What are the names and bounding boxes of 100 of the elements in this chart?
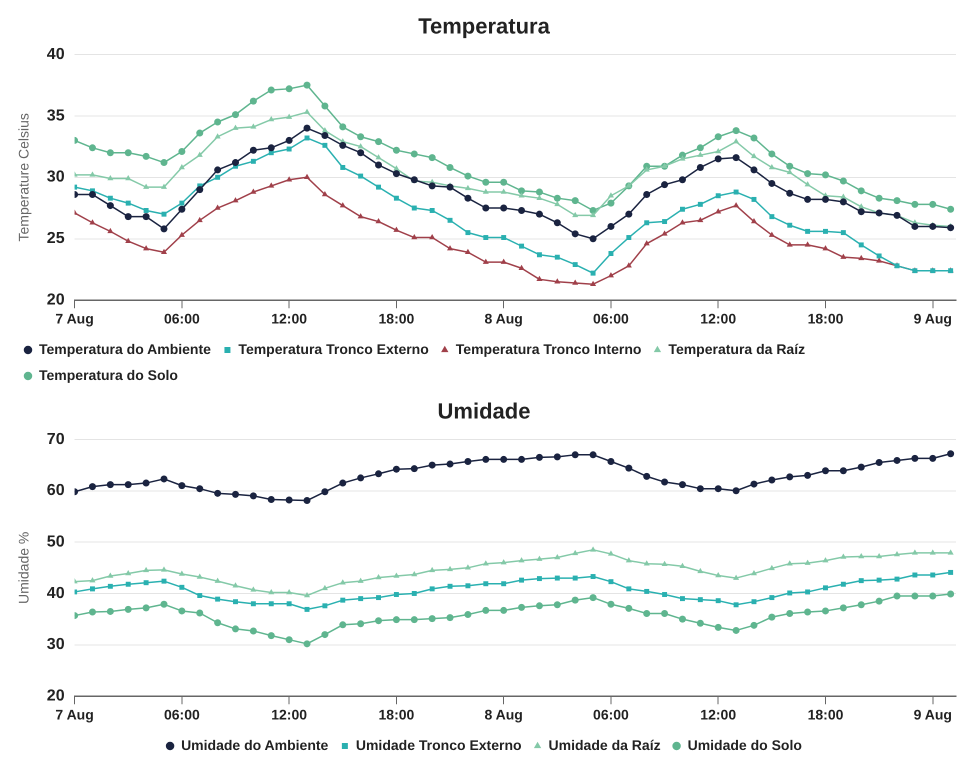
point <box>375 162 382 169</box>
point <box>644 166 650 172</box>
x-tick-label: 7 Aug <box>55 706 94 722</box>
point <box>286 601 292 606</box>
point <box>160 566 168 572</box>
point <box>644 560 650 566</box>
point <box>125 570 132 576</box>
y-tick-label: 20 <box>46 292 65 309</box>
point <box>876 578 882 583</box>
point <box>357 620 364 628</box>
point <box>678 176 686 184</box>
legend-label: Temperatura Tronco Externo <box>238 340 429 357</box>
point <box>232 159 239 166</box>
point <box>304 108 310 114</box>
point <box>375 470 382 478</box>
point <box>696 144 704 152</box>
point <box>428 154 436 162</box>
y-tick-label: 50 <box>46 534 65 551</box>
point <box>840 554 846 559</box>
point <box>464 564 471 570</box>
point <box>339 123 346 130</box>
point <box>268 496 275 503</box>
point <box>500 188 507 194</box>
point <box>464 172 472 180</box>
point <box>518 557 525 562</box>
point <box>250 586 256 592</box>
point <box>215 596 220 602</box>
point <box>304 135 310 140</box>
point <box>823 228 828 234</box>
point <box>304 640 311 648</box>
point <box>89 577 96 582</box>
point <box>304 174 310 180</box>
point <box>446 164 454 171</box>
point <box>500 559 507 564</box>
point <box>714 485 722 492</box>
point <box>142 152 150 160</box>
point <box>214 118 222 126</box>
point <box>822 196 829 203</box>
point <box>428 182 436 190</box>
point <box>554 576 560 581</box>
point <box>929 200 936 208</box>
x-tick-label: 9 Aug <box>914 706 952 722</box>
point <box>536 188 543 196</box>
point <box>107 572 114 578</box>
point <box>196 216 203 222</box>
point <box>482 188 489 194</box>
x-tick-label: 06:00 <box>164 706 200 722</box>
point <box>787 590 792 596</box>
point <box>678 616 686 623</box>
point <box>106 202 114 210</box>
chart-title: Temperatura <box>418 13 551 38</box>
point <box>715 148 722 154</box>
point <box>697 152 704 157</box>
point <box>696 485 704 492</box>
point <box>732 154 740 162</box>
point <box>768 476 776 484</box>
point <box>823 585 828 590</box>
point <box>840 582 846 587</box>
point <box>124 481 132 488</box>
point <box>536 210 543 218</box>
point <box>626 557 632 562</box>
point <box>752 196 756 202</box>
point <box>88 483 96 490</box>
point <box>786 162 794 170</box>
point <box>822 607 829 614</box>
point <box>750 218 758 224</box>
point <box>500 258 507 264</box>
point <box>286 176 292 182</box>
point <box>876 253 882 258</box>
point <box>804 241 811 247</box>
point <box>142 604 150 612</box>
point <box>858 208 865 216</box>
point <box>662 592 668 597</box>
point <box>214 204 221 210</box>
point <box>250 98 257 105</box>
point <box>572 197 579 204</box>
point <box>232 490 239 498</box>
point <box>268 182 274 188</box>
point <box>322 127 328 132</box>
point <box>178 570 185 576</box>
point <box>894 592 900 600</box>
point <box>662 219 668 224</box>
point <box>733 574 740 580</box>
point <box>930 549 936 555</box>
point <box>786 190 794 197</box>
x-tick-label: 06:00 <box>593 706 630 722</box>
point <box>142 480 150 487</box>
point <box>304 592 310 598</box>
point <box>912 549 918 555</box>
point <box>948 570 954 575</box>
point <box>500 204 508 212</box>
point <box>894 197 900 204</box>
point <box>714 155 722 162</box>
x-tick-label: 18:00 <box>378 706 415 722</box>
point <box>178 148 186 155</box>
point <box>357 133 364 140</box>
point <box>947 224 954 232</box>
point <box>321 488 328 496</box>
point <box>698 597 703 602</box>
point <box>911 200 918 208</box>
